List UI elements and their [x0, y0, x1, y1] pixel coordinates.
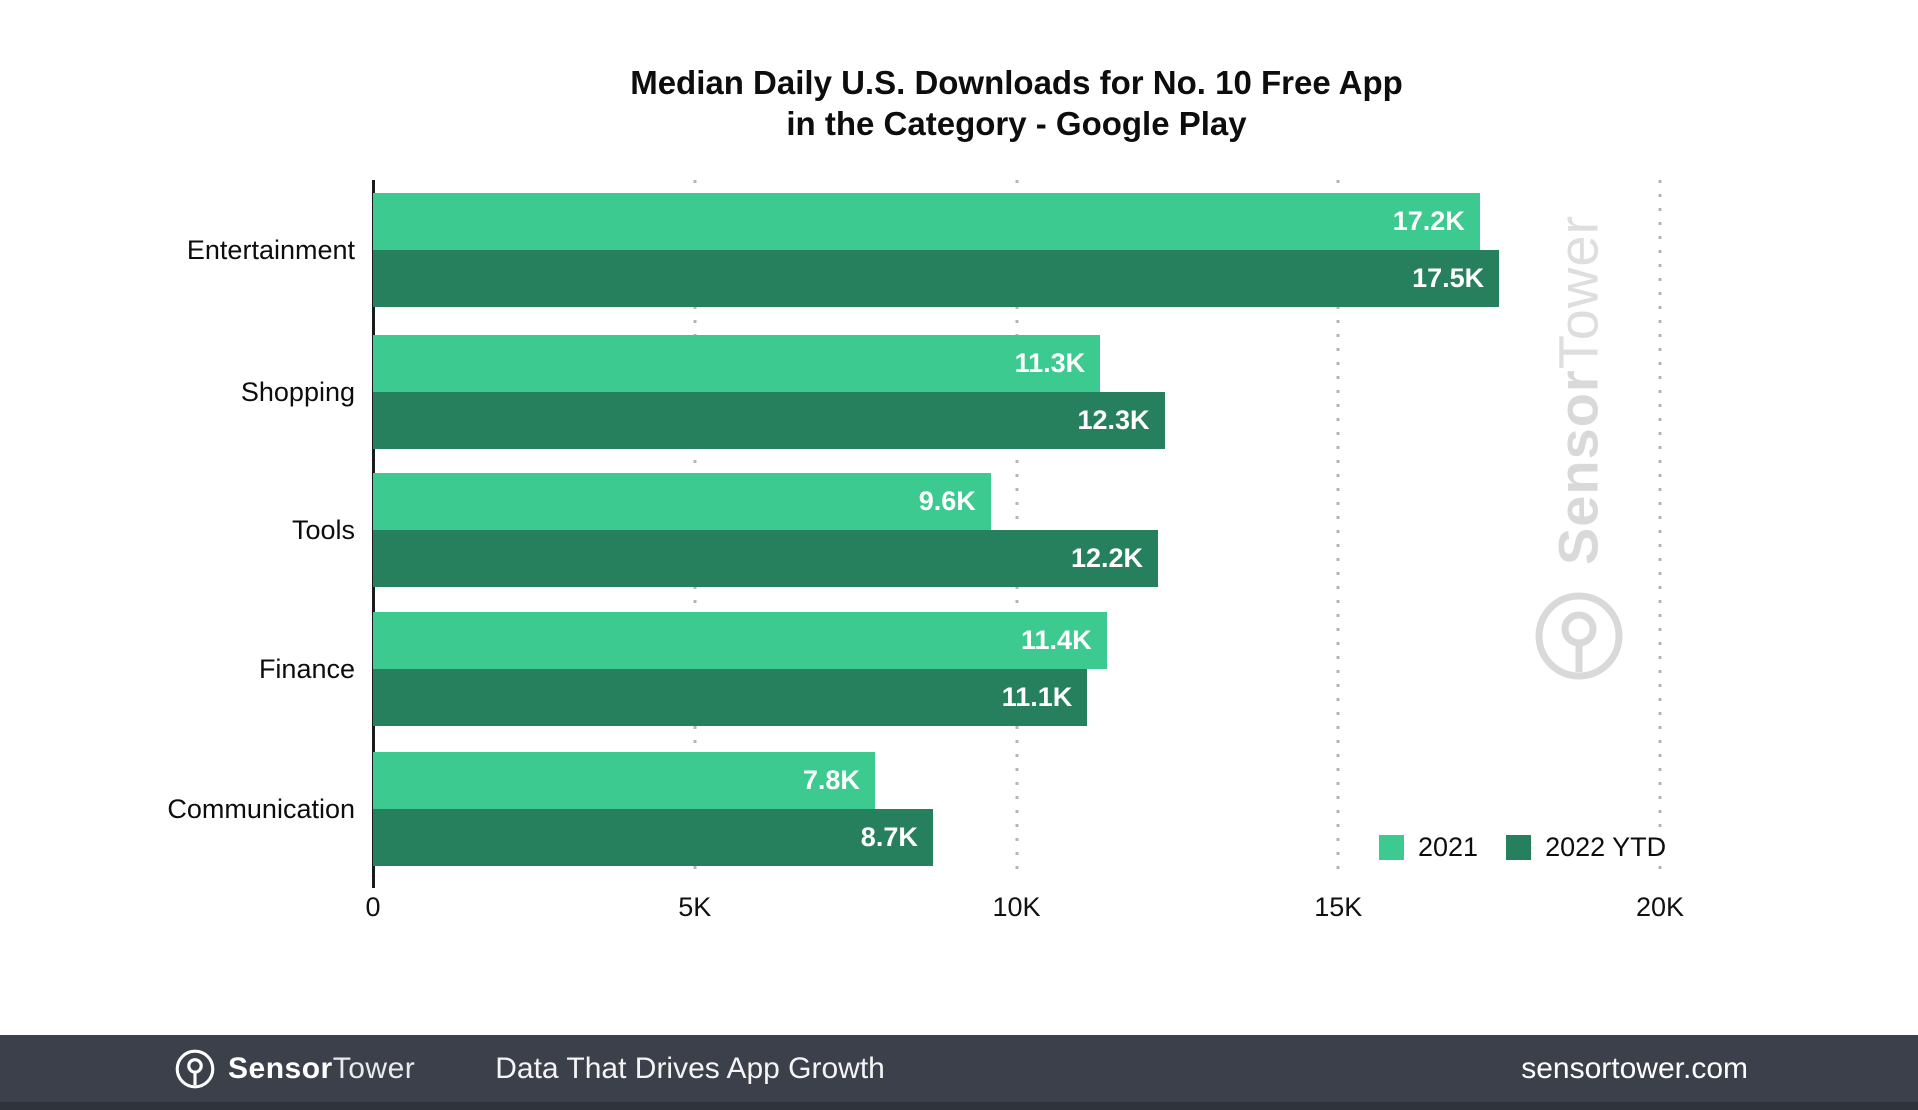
- value-label: 7.8K: [802, 765, 860, 795]
- bar-entertainment-2022-ytd: 17.5K: [373, 250, 1500, 307]
- footer-tagline: Data That Drives App Growth: [495, 1051, 885, 1085]
- legend-swatch-icon: [1379, 835, 1404, 860]
- legend-item-2022-ytd: 2022 YTD: [1506, 832, 1666, 863]
- bar-group-shopping: 11.3K 12.3K: [373, 335, 1660, 449]
- footer-brand-bold: Sensor: [228, 1051, 333, 1085]
- value-label: 12.3K: [1077, 405, 1150, 435]
- value-label: 17.5K: [1412, 263, 1485, 293]
- category-label-finance: Finance: [258, 654, 355, 684]
- sensortower-logo-watermark-icon: [1535, 592, 1623, 680]
- value-label: 11.1K: [1001, 682, 1073, 712]
- gridline-15K: [1336, 180, 1340, 880]
- bar-shopping-2021: 11.3K: [373, 335, 1101, 392]
- legend: 2021 2022 YTD: [1379, 832, 1666, 863]
- value-label: 12.2K: [1071, 543, 1144, 573]
- footer-brand: SensorTower: [175, 1049, 415, 1089]
- category-label-entertainment: Entertainment: [186, 235, 355, 265]
- category-label-shopping: Shopping: [240, 377, 355, 407]
- bar-entertainment-2021: 17.2K: [373, 193, 1480, 250]
- value-label: 8.7K: [860, 822, 918, 852]
- x-tick-label-10K: 10K: [992, 892, 1041, 922]
- footer-bar: SensorTower Data That Drives App Growth …: [0, 1035, 1918, 1102]
- bar-shopping-2022-ytd: 12.3K: [373, 392, 1165, 449]
- value-label: 17.2K: [1392, 206, 1465, 236]
- x-tick-label-5K: 5K: [678, 892, 712, 922]
- footer-brand-light: Tower: [332, 1051, 416, 1085]
- x-tick-label-15K: 15K: [1314, 892, 1363, 922]
- bar-group-tools: 9.6K 12.2K: [373, 473, 1660, 587]
- bar-communication-2022-ytd: 8.7K: [373, 809, 933, 866]
- footer-bottom-strip: [0, 1102, 1918, 1110]
- chart-title-line1: Median Daily U.S. Downloads for No. 10 F…: [630, 64, 1403, 101]
- gridline-20K: [1658, 180, 1662, 880]
- plot-area: 17.2K 17.5K 11.3K 12.3K 9.6K 12.2K 11.4K 11.1K 7…: [365, 180, 1684, 922]
- bar-group-communication: 7.8K 8.7K: [373, 752, 1660, 866]
- footer-brand-text: SensorTower: [228, 1052, 415, 1086]
- value-label: 11.3K: [1014, 348, 1086, 378]
- legend-swatch-icon: [1506, 835, 1532, 860]
- bar-finance-2021: 11.4K: [373, 612, 1107, 669]
- bar-tools-2021: 9.6K: [373, 473, 991, 530]
- bar-group-entertainment: 17.2K 17.5K: [373, 193, 1660, 307]
- x-tick-label-20K: 20K: [1635, 892, 1685, 922]
- category-label-tools: Tools: [291, 515, 355, 545]
- legend-label: 2022 YTD: [1545, 832, 1667, 862]
- category-label-communication: Communication: [167, 794, 355, 824]
- value-label: 9.6K: [918, 486, 976, 516]
- chart-title: Median Daily U.S. Downloads for No. 10 F…: [373, 62, 1660, 144]
- legend-label: 2021: [1418, 832, 1479, 862]
- bar-communication-2021: 7.8K: [373, 752, 875, 809]
- sensortower-logo-icon: [175, 1049, 215, 1088]
- x-tick-label-0: 0: [365, 892, 381, 922]
- bar-finance-2022-ytd: 11.1K: [373, 669, 1088, 726]
- bar-group-finance: 11.4K 11.1K: [373, 612, 1660, 726]
- bar-tools-2022-ytd: 12.2K: [373, 530, 1159, 587]
- legend-item-2021: 2021: [1379, 832, 1478, 863]
- value-label: 11.4K: [1021, 625, 1092, 655]
- chart-title-line2: in the Category - Google Play: [786, 105, 1247, 142]
- footer-website-link[interactable]: sensortower.com: [1521, 1051, 1748, 1085]
